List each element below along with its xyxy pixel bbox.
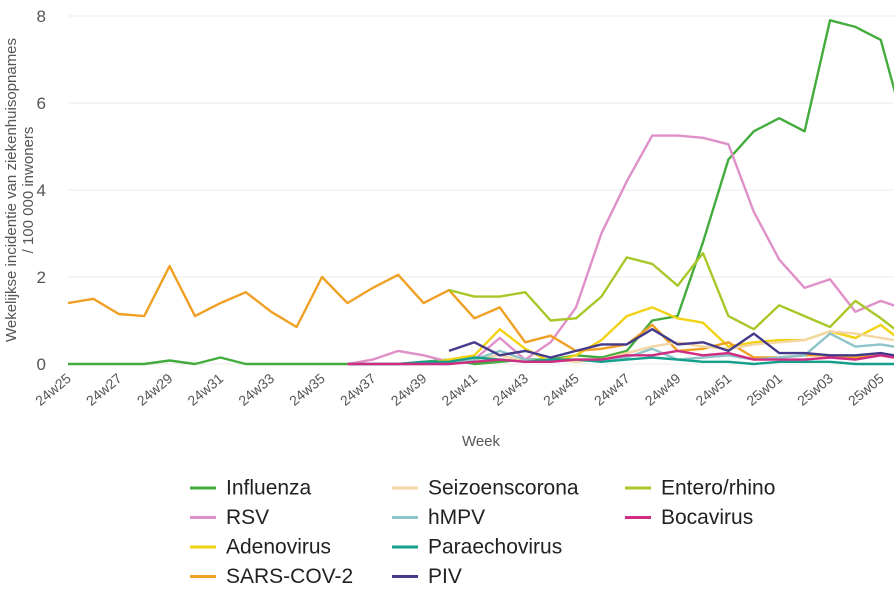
series-line: [347, 356, 894, 366]
x-tick-label: 24w37: [337, 370, 379, 409]
x-tick-label: 24w27: [83, 370, 125, 409]
x-tick-label: 24w47: [591, 370, 633, 409]
legend-label: Bocavirus: [661, 506, 753, 529]
x-tick-label: 24w31: [184, 370, 226, 409]
x-tick-label: 24w39: [388, 370, 430, 409]
legend-label: Entero/rhino: [661, 477, 775, 500]
x-tick-label: 24w33: [235, 370, 277, 409]
y-tick-label: 8: [37, 7, 46, 26]
series-line: [68, 19, 894, 366]
x-tick-label: 25w05: [845, 370, 887, 409]
y-axis-title-line: Wekelijkse incidentie van ziekenhuisopna…: [3, 38, 20, 342]
x-tick-label: 24w35: [286, 370, 328, 409]
legend-label: Paraechovirus: [428, 536, 562, 559]
legend-label: RSV: [226, 506, 269, 529]
y-axis-title-line: / 100 000 inwoners: [20, 127, 37, 254]
x-tick-label: 24w29: [134, 370, 176, 409]
y-tick-label: 0: [37, 355, 46, 374]
legend-label: Adenovirus: [226, 536, 331, 559]
x-tick-label: 25w01: [743, 370, 785, 409]
legend-label: Seizoenscorona: [428, 477, 579, 500]
y-axis-title: Wekelijkse incidentie van ziekenhuisopna…: [3, 38, 37, 342]
legend-label: Influenza: [226, 477, 312, 500]
series-line: [448, 328, 894, 359]
series-line: [347, 134, 894, 366]
series-line: [448, 251, 894, 331]
series-line: [347, 349, 894, 366]
x-tick-label: 24w41: [438, 370, 480, 409]
x-tick-label: 24w25: [32, 370, 74, 409]
x-tick-label: 24w45: [540, 370, 582, 409]
legend-label: PIV: [428, 565, 462, 588]
y-tick-label: 6: [37, 94, 46, 113]
legend-label: SARS-COV-2: [226, 565, 353, 588]
x-tick-label: 24w49: [642, 370, 684, 409]
y-tick-label: 4: [37, 181, 46, 200]
x-tick-label: 24w43: [489, 370, 531, 409]
y-tick-label: 2: [37, 268, 46, 287]
x-tick-label: 24w51: [692, 370, 734, 409]
x-axis-title: Week: [462, 433, 501, 450]
x-tick-label: 25w03: [794, 370, 836, 409]
legend-label: hMPV: [428, 506, 485, 529]
